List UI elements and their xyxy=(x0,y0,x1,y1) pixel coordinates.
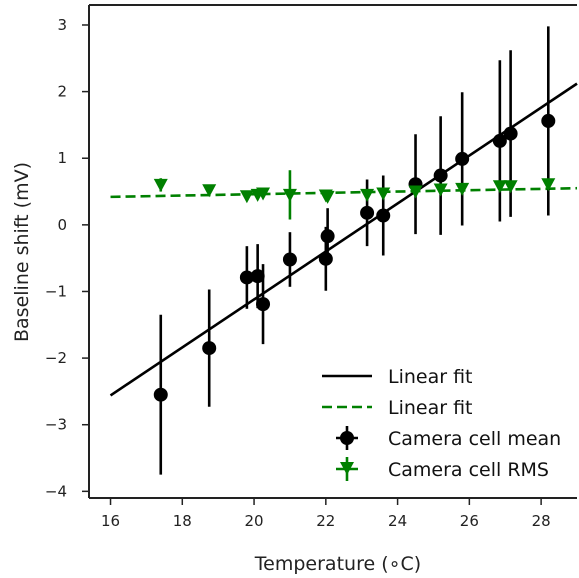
x-tick-label: 24 xyxy=(388,512,407,530)
data-point-rms xyxy=(256,187,271,201)
fit-line-dashed xyxy=(110,186,578,199)
data-point-mean xyxy=(433,168,448,183)
x-ticks: 16 18 20 22 24 26 28 xyxy=(101,498,551,530)
x-tick-label: 22 xyxy=(316,512,335,530)
data-point-rms xyxy=(239,190,254,204)
x-tick-label: 18 xyxy=(173,512,192,530)
data-point-rms xyxy=(492,180,507,194)
data-point-mean xyxy=(320,229,335,244)
data-point-rms xyxy=(282,188,297,202)
plot-area xyxy=(89,5,577,498)
x-tick-label: 20 xyxy=(245,512,264,530)
legend-swatch-rms-marker xyxy=(340,462,354,475)
y-tick-label: −1 xyxy=(45,282,67,300)
y-tick-label: −2 xyxy=(45,349,67,367)
legend-label-linear-fit-dashed: Linear fit xyxy=(388,397,473,419)
x-tick-label: 16 xyxy=(101,512,120,530)
x-axis-label: Temperature (∘C) xyxy=(254,553,421,575)
data-point-mean xyxy=(153,387,168,402)
data-point-rms xyxy=(360,188,375,202)
y-axis-label: Baseline shift (mV) xyxy=(11,162,33,342)
data-point-mean xyxy=(282,252,297,267)
markers xyxy=(153,113,556,402)
data-point-rms xyxy=(320,190,335,204)
data-point-mean xyxy=(455,151,470,166)
data-point-mean xyxy=(360,205,375,220)
y-tick-label: −3 xyxy=(45,416,67,434)
legend: Linear fit Linear fit Camera cell mean C… xyxy=(322,366,561,481)
data-point-mean xyxy=(492,133,507,148)
data-point-mean xyxy=(541,113,556,128)
data-point-rms xyxy=(153,178,168,192)
x-tick-label: 26 xyxy=(460,512,479,530)
data-point-mean xyxy=(256,297,271,312)
data-point-mean xyxy=(318,251,333,266)
legend-label-camera-cell-rms: Camera cell RMS xyxy=(388,459,549,481)
data-point-rms xyxy=(503,180,518,194)
y-tick-label: 2 xyxy=(57,83,67,101)
y-tick-label: 1 xyxy=(57,149,67,167)
legend-label-camera-cell-mean: Camera cell mean xyxy=(388,428,561,450)
data-point-rms xyxy=(408,185,423,199)
legend-swatch-mean-marker xyxy=(340,431,354,445)
legend-label-linear-fit-solid: Linear fit xyxy=(388,366,473,388)
data-point-rms xyxy=(455,182,470,196)
x-tick-label: 28 xyxy=(532,512,551,530)
data-point-mean xyxy=(202,341,217,356)
data-point-mean xyxy=(376,208,391,223)
y-tick-label: −4 xyxy=(45,482,67,500)
data-point-rms xyxy=(433,183,448,197)
data-point-mean xyxy=(503,126,518,141)
data-point-rms xyxy=(376,187,391,201)
data-point-mean xyxy=(239,270,254,285)
data-point-rms xyxy=(202,184,217,198)
data-point-rms xyxy=(541,178,556,192)
y-tick-label: 0 xyxy=(57,216,67,234)
y-tick-label: 3 xyxy=(57,16,67,34)
data-point-mean xyxy=(250,269,265,284)
y-ticks: −4 −3 −2 −1 0 1 2 3 xyxy=(45,16,89,500)
